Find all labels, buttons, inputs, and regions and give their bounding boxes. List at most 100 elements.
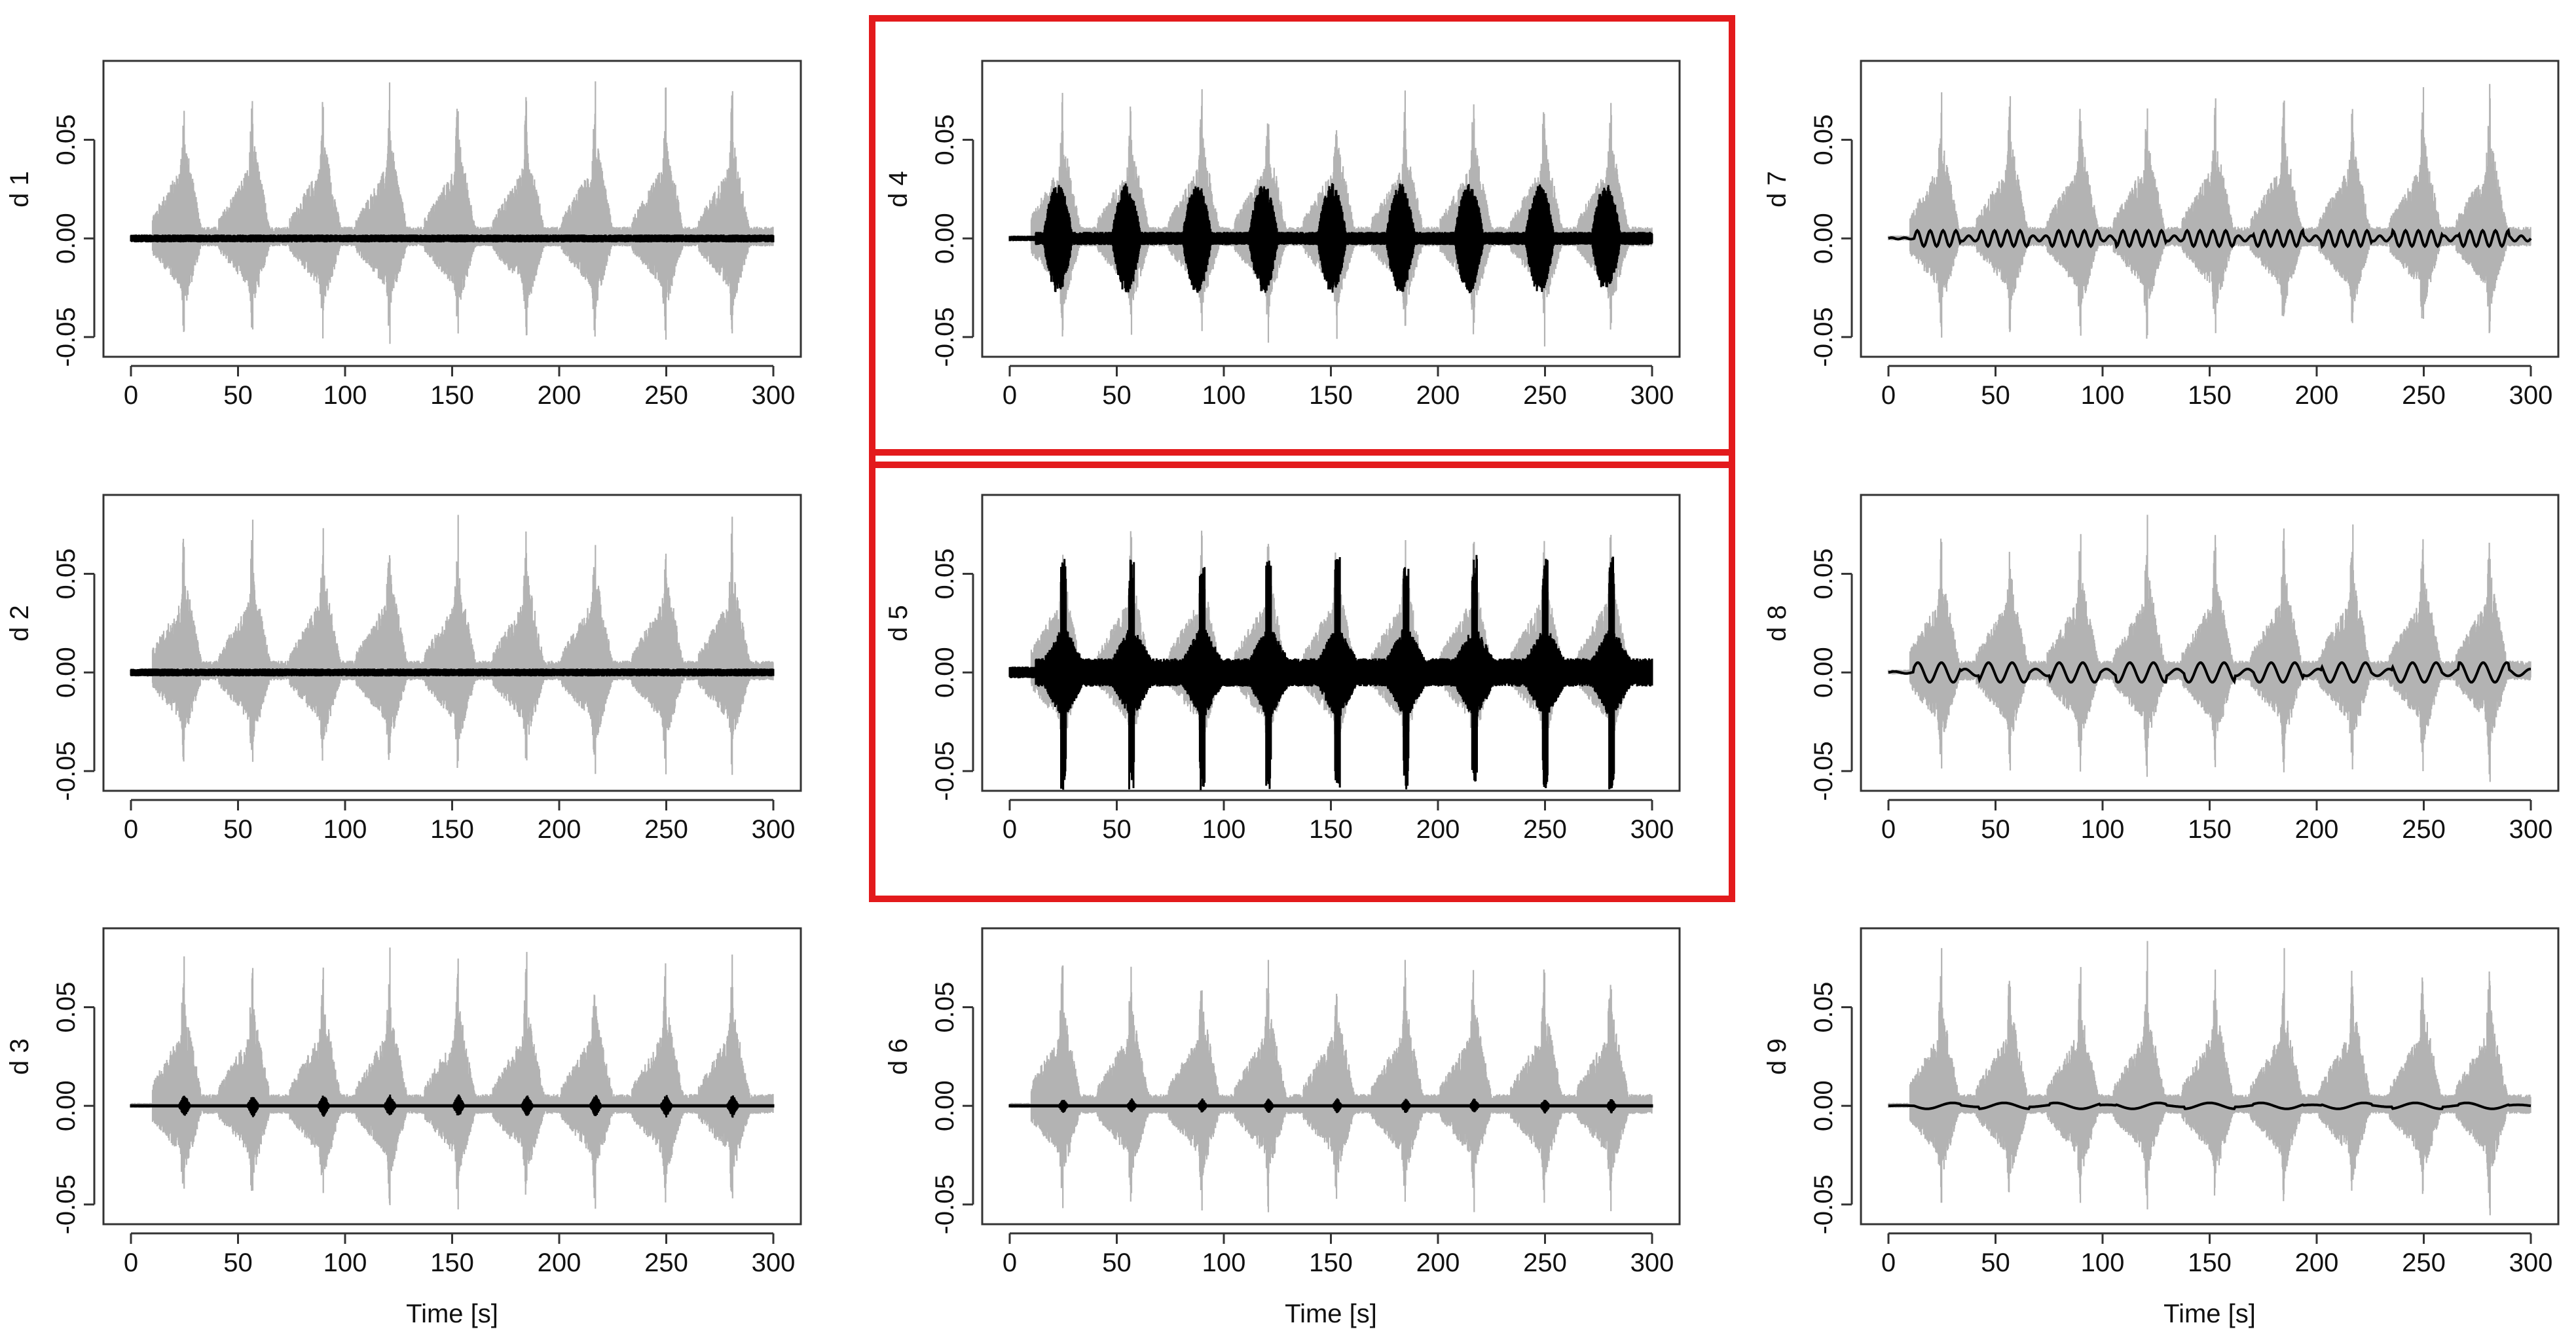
y-tick-label: 0.00 <box>52 1080 81 1131</box>
highlight-box <box>869 15 1735 468</box>
x-tick-label: 200 <box>1416 381 1460 410</box>
y-tick-label: 0.00 <box>930 647 959 698</box>
plot-frame <box>1860 60 2560 358</box>
y-tick-label: -0.05 <box>930 1174 959 1234</box>
x-tick-label: 100 <box>2081 1248 2125 1277</box>
y-tick-label: -0.05 <box>52 1174 81 1234</box>
component-trace <box>130 1094 775 1118</box>
panel-d5: 0 50 100 150 200 250 300 -0.05 0.00 0.05 d 5 <box>869 449 1735 902</box>
x-tick-label: 0 <box>1881 381 1896 410</box>
x-tick-label: 250 <box>2402 381 2446 410</box>
x-tick-label: 250 <box>644 815 688 844</box>
component-trace <box>1008 1098 1653 1114</box>
y-tick-label: 0.05 <box>930 115 959 166</box>
y-axis-label: d 5 <box>884 605 913 642</box>
x-tick-label: 0 <box>124 1248 138 1277</box>
plot-frame <box>102 927 802 1226</box>
x-tick-label: 50 <box>1102 1248 1132 1277</box>
component-trace <box>1008 183 1653 293</box>
original-signal-trace <box>130 515 774 775</box>
plot-frame <box>1860 494 2560 792</box>
x-tick-label: 0 <box>124 815 138 844</box>
original-signal-trace <box>1887 941 2531 1216</box>
x-tick-label: 0 <box>1881 815 1896 844</box>
y-tick-label: 0.05 <box>52 115 81 166</box>
x-tick-label: 0 <box>1003 1248 1017 1277</box>
x-tick-label: 200 <box>2295 381 2339 410</box>
x-axis-label: Time [s] <box>406 1299 498 1328</box>
original-signal-trace <box>1887 84 2531 339</box>
x-tick-label: 200 <box>1416 1248 1460 1277</box>
x-tick-label: 0 <box>1003 381 1017 410</box>
y-axis-label: d 8 <box>1763 605 1792 642</box>
component-trace <box>1888 1101 2531 1110</box>
y-axis-label: d 1 <box>5 171 34 208</box>
y-axis-label: d 7 <box>1763 171 1792 208</box>
original-signal-trace <box>1008 960 1653 1212</box>
panel-d9: 0 50 100 150 200 250 300 -0.05 0.00 0.05 d 9 Time [… <box>1763 927 2560 1328</box>
x-tick-label: 100 <box>323 1248 367 1277</box>
panel-d6: 0 50 100 150 200 250 300 -0.05 0.00 0.05 d 6 Time [… <box>884 927 1681 1328</box>
y-tick-label: 0.00 <box>52 213 81 264</box>
x-tick-label: 200 <box>538 381 581 410</box>
x-tick-label: 150 <box>430 815 474 844</box>
panel-d3: 0 50 100 150 200 250 300 -0.05 0.00 0.05 d 3 Time [… <box>5 927 802 1328</box>
x-tick-label: 100 <box>1202 1248 1246 1277</box>
y-tick-label: 0.05 <box>52 982 81 1033</box>
original-signal-trace <box>1887 515 2531 782</box>
x-tick-label: 150 <box>2188 815 2232 844</box>
x-tick-label: 250 <box>644 1248 688 1277</box>
x-tick-label: 300 <box>752 381 796 410</box>
x-tick-label: 50 <box>1981 381 2010 410</box>
original-signal-trace <box>130 81 774 344</box>
panel-d2: 0 50 100 150 200 250 300 -0.05 0.00 0.05 d 2 <box>5 494 802 844</box>
x-tick-label: 50 <box>223 1248 253 1277</box>
y-tick-label: 0.05 <box>1809 115 1838 166</box>
x-tick-label: 150 <box>2188 381 2232 410</box>
x-tick-label: 150 <box>1309 381 1353 410</box>
component-trace <box>130 234 775 243</box>
x-tick-label: 150 <box>1309 815 1353 844</box>
x-tick-label: 200 <box>538 815 581 844</box>
component-trace <box>130 668 775 677</box>
x-tick-label: 300 <box>1630 815 1674 844</box>
x-axis-label: Time [s] <box>1285 1299 1377 1328</box>
y-tick-label: -0.05 <box>1809 741 1838 801</box>
x-tick-label: 150 <box>1309 1248 1353 1277</box>
x-tick-label: 300 <box>1630 1248 1674 1277</box>
y-tick-label: 0.00 <box>1809 213 1838 264</box>
plot-frame <box>1860 927 2560 1226</box>
x-tick-label: 250 <box>2402 815 2446 844</box>
x-tick-label: 150 <box>2188 1248 2232 1277</box>
y-tick-label: 0.05 <box>930 549 959 600</box>
y-axis-label: d 6 <box>884 1038 913 1075</box>
y-axis-label: d 2 <box>5 605 34 642</box>
y-tick-label: 0.00 <box>930 1080 959 1131</box>
plot-frame <box>981 60 1681 358</box>
x-tick-label: 100 <box>323 381 367 410</box>
plot-frame <box>102 60 802 358</box>
y-tick-label: 0.00 <box>52 647 81 698</box>
x-tick-label: 100 <box>2081 381 2125 410</box>
x-tick-label: 200 <box>538 1248 581 1277</box>
x-tick-label: 100 <box>1202 381 1246 410</box>
plot-frame <box>981 927 1681 1226</box>
x-tick-label: 300 <box>2509 1248 2553 1277</box>
component-trace <box>1008 554 1653 790</box>
y-tick-label: -0.05 <box>930 741 959 801</box>
component-trace <box>1888 661 2531 685</box>
x-tick-label: 250 <box>1523 381 1567 410</box>
y-tick-label: -0.05 <box>52 741 81 801</box>
x-tick-label: 50 <box>1102 815 1132 844</box>
x-tick-label: 300 <box>2509 815 2553 844</box>
x-tick-label: 50 <box>1981 815 2010 844</box>
x-tick-label: 50 <box>223 381 253 410</box>
x-tick-label: 100 <box>2081 815 2125 844</box>
x-tick-label: 50 <box>1102 381 1132 410</box>
x-tick-label: 50 <box>223 815 253 844</box>
y-axis-label: d 4 <box>884 171 913 208</box>
y-tick-label: 0.00 <box>1809 647 1838 698</box>
panel-d7: 0 50 100 150 200 250 300 -0.05 0.00 0.05 d 7 <box>1763 60 2560 410</box>
y-tick-label: 0.00 <box>1809 1080 1838 1131</box>
